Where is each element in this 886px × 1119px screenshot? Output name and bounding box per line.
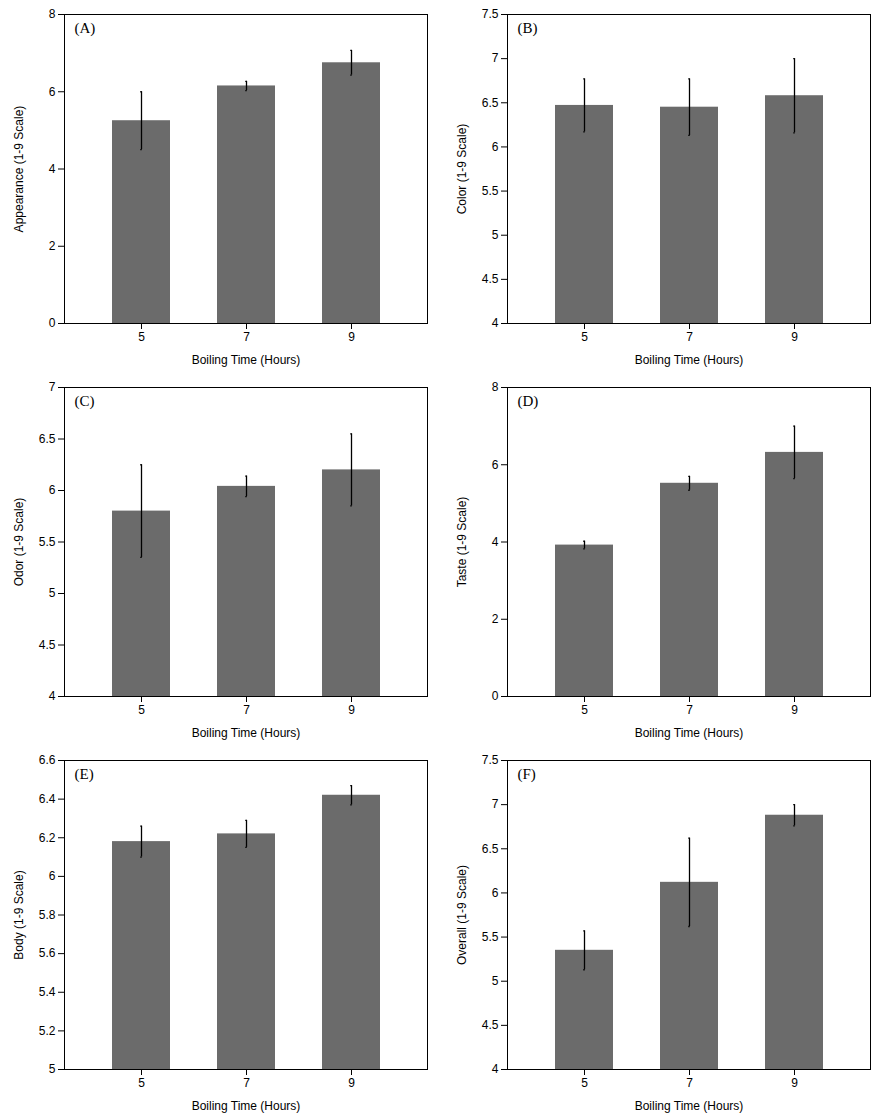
svg-text:9: 9 (791, 330, 798, 344)
svg-text:9: 9 (348, 330, 355, 344)
svg-text:5.8: 5.8 (39, 908, 56, 922)
svg-text:5.4: 5.4 (39, 985, 56, 999)
svg-text:5.6: 5.6 (39, 946, 56, 960)
svg-text:6: 6 (492, 140, 499, 154)
svg-text:(B): (B) (518, 20, 538, 37)
svg-text:5.5: 5.5 (482, 184, 499, 198)
svg-text:5.5: 5.5 (39, 535, 56, 549)
svg-text:5: 5 (581, 703, 588, 717)
svg-text:Body (1-9 Scale): Body (1-9 Scale) (12, 870, 26, 959)
svg-text:4: 4 (492, 316, 499, 330)
svg-text:7.5: 7.5 (482, 7, 499, 21)
svg-text:6: 6 (49, 483, 56, 497)
svg-text:Boiling Time (Hours): Boiling Time (Hours) (635, 1099, 744, 1113)
svg-text:5: 5 (581, 330, 588, 344)
svg-text:2: 2 (492, 612, 499, 626)
svg-text:8: 8 (49, 7, 56, 21)
svg-text:Boiling Time (Hours): Boiling Time (Hours) (635, 353, 744, 367)
svg-text:(F): (F) (518, 766, 536, 783)
svg-text:4: 4 (49, 162, 56, 176)
svg-text:6.2: 6.2 (39, 831, 56, 845)
svg-text:6.6: 6.6 (39, 753, 56, 767)
svg-text:Overall (1-9 Scale): Overall (1-9 Scale) (455, 865, 469, 965)
svg-text:0: 0 (49, 316, 56, 330)
svg-text:5: 5 (492, 974, 499, 988)
svg-text:(A): (A) (75, 20, 96, 37)
svg-text:7: 7 (243, 1076, 250, 1090)
svg-text:Taste (1-9 Scale): Taste (1-9 Scale) (455, 497, 469, 588)
svg-text:7: 7 (686, 703, 693, 717)
svg-text:8: 8 (492, 380, 499, 394)
svg-text:(D): (D) (518, 393, 539, 410)
svg-text:6.5: 6.5 (482, 842, 499, 856)
svg-text:0: 0 (492, 689, 499, 703)
svg-text:5: 5 (138, 1076, 145, 1090)
svg-text:7: 7 (243, 330, 250, 344)
svg-text:4.5: 4.5 (482, 1018, 499, 1032)
svg-text:6: 6 (492, 458, 499, 472)
svg-text:5: 5 (49, 586, 56, 600)
svg-text:7: 7 (49, 380, 56, 394)
svg-text:4: 4 (49, 689, 56, 703)
svg-text:6: 6 (492, 886, 499, 900)
svg-text:6: 6 (49, 85, 56, 99)
svg-text:7: 7 (492, 51, 499, 65)
svg-text:7: 7 (492, 797, 499, 811)
svg-text:(C): (C) (75, 393, 95, 410)
svg-text:Color (1-9 Scale): Color (1-9 Scale) (455, 124, 469, 215)
svg-text:9: 9 (791, 1076, 798, 1090)
svg-text:4: 4 (492, 535, 499, 549)
svg-text:9: 9 (791, 703, 798, 717)
svg-text:5.2: 5.2 (39, 1024, 56, 1038)
svg-text:Boiling Time (Hours): Boiling Time (Hours) (192, 353, 301, 367)
svg-text:6: 6 (49, 869, 56, 883)
svg-text:4: 4 (492, 1062, 499, 1076)
svg-text:5: 5 (492, 228, 499, 242)
svg-text:Boiling Time (Hours): Boiling Time (Hours) (192, 726, 301, 740)
svg-text:2: 2 (49, 239, 56, 253)
svg-text:7: 7 (243, 703, 250, 717)
svg-text:(E): (E) (75, 766, 94, 783)
svg-text:9: 9 (348, 703, 355, 717)
svg-text:Odor (1-9 Scale): Odor (1-9 Scale) (12, 498, 26, 587)
svg-text:7.5: 7.5 (482, 753, 499, 767)
svg-text:4.5: 4.5 (39, 638, 56, 652)
svg-text:6.5: 6.5 (482, 96, 499, 110)
svg-text:4.5: 4.5 (482, 272, 499, 286)
svg-text:Boiling Time (Hours): Boiling Time (Hours) (635, 726, 744, 740)
svg-text:Appearance (1-9 Scale): Appearance (1-9 Scale) (12, 106, 26, 233)
svg-text:Boiling Time (Hours): Boiling Time (Hours) (192, 1099, 301, 1113)
svg-text:6.5: 6.5 (39, 432, 56, 446)
svg-text:7: 7 (686, 1076, 693, 1090)
svg-text:5.5: 5.5 (482, 930, 499, 944)
svg-text:6.4: 6.4 (39, 792, 56, 806)
svg-text:9: 9 (348, 1076, 355, 1090)
svg-text:5: 5 (581, 1076, 588, 1090)
svg-text:7: 7 (686, 330, 693, 344)
svg-text:5: 5 (49, 1062, 56, 1076)
svg-text:5: 5 (138, 703, 145, 717)
svg-text:5: 5 (138, 330, 145, 344)
